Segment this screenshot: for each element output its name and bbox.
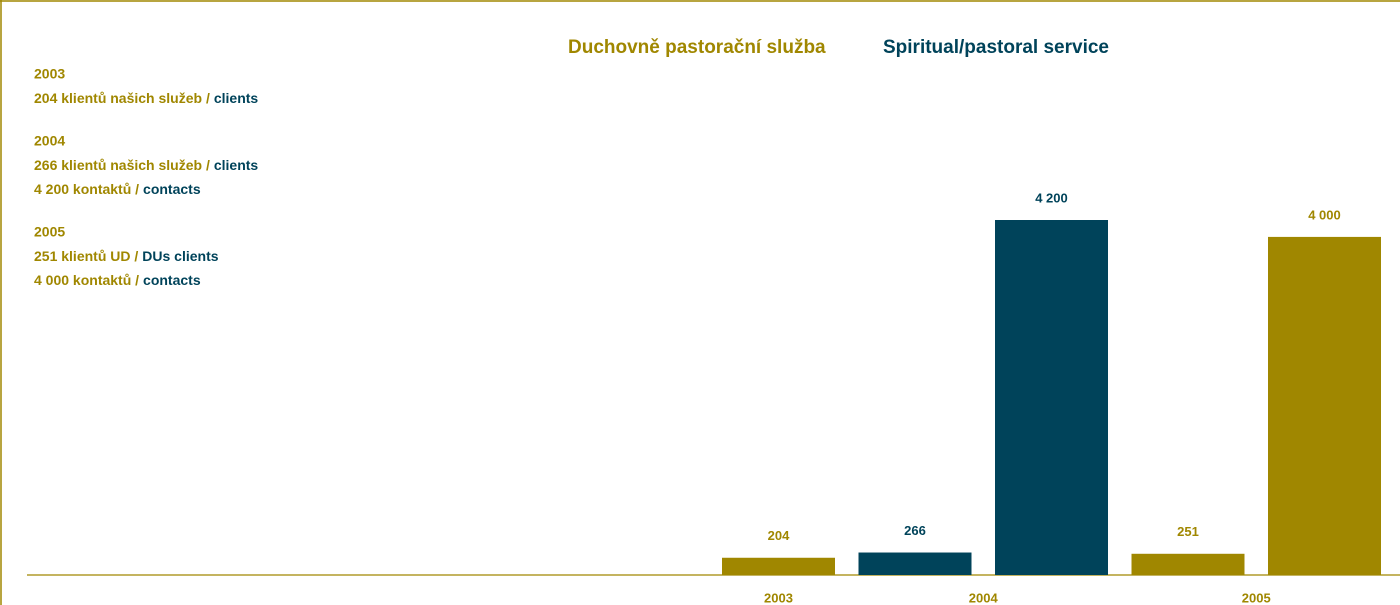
note-year: 2005 bbox=[34, 224, 65, 240]
chart-subtitle: Spiritual/pastoral service bbox=[883, 37, 1109, 58]
bar bbox=[722, 557, 835, 575]
note-line: 251 klientů UD / DUs clients bbox=[34, 248, 219, 264]
value-label: 4 000 bbox=[1308, 207, 1341, 222]
note-year: 2004 bbox=[34, 133, 65, 149]
note-en: DUs clients bbox=[142, 248, 218, 264]
note-cz: 266 klientů našich služeb / bbox=[34, 157, 210, 173]
note-en: clients bbox=[214, 157, 259, 173]
note-cz: 204 klientů našich služeb / bbox=[34, 90, 210, 106]
value-label: 204 bbox=[768, 528, 790, 543]
value-label: 4 200 bbox=[1035, 190, 1068, 205]
note-cz: 4 000 kontaktů / bbox=[34, 272, 139, 288]
value-label: 251 bbox=[1177, 524, 1199, 539]
bar bbox=[858, 552, 972, 575]
note-line: 266 klientů našich služeb / clients bbox=[34, 157, 258, 173]
x-tick-label: 2005 bbox=[1242, 590, 1271, 605]
x-tick-label: 2004 bbox=[969, 590, 999, 605]
note-cz: 251 klientů UD / bbox=[34, 248, 138, 264]
bar bbox=[1268, 236, 1381, 575]
note-line: 4 200 kontaktů / contacts bbox=[34, 181, 201, 197]
chart-title: Duchovně pastorační služba bbox=[568, 37, 826, 58]
note-line: 4 000 kontaktů / contacts bbox=[34, 272, 201, 288]
note-en: clients bbox=[214, 90, 259, 106]
note-en: contacts bbox=[143, 181, 201, 197]
note-en: contacts bbox=[143, 272, 201, 288]
note-cz: 4 200 kontaktů / bbox=[34, 181, 139, 197]
bar bbox=[1131, 553, 1245, 575]
value-label: 266 bbox=[904, 523, 926, 538]
note-line: 204 klientů našich služeb / clients bbox=[34, 90, 258, 106]
x-tick-label: 2003 bbox=[764, 590, 793, 605]
note-year: 2003 bbox=[34, 66, 65, 82]
bar bbox=[995, 220, 1108, 575]
